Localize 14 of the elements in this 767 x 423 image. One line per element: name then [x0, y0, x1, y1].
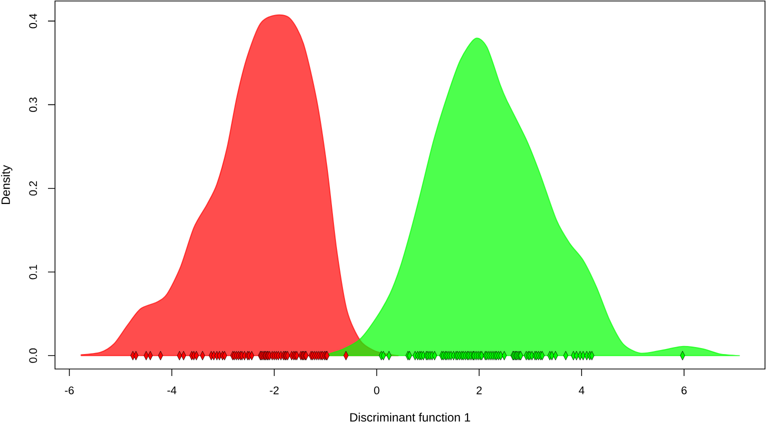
y-tick-label: 0.4	[29, 14, 37, 28]
x-axis-title: Discriminant function 1	[350, 412, 470, 422]
x-tick-label: 4	[578, 386, 584, 394]
y-tick-label: 0.3	[29, 98, 37, 112]
x-tick-label: -4	[167, 386, 176, 394]
x-tick-label: 0	[374, 386, 380, 394]
x-tick-label: 2	[476, 386, 482, 394]
y-tick-label: 0.2	[29, 181, 37, 196]
y-tick-label: 0.0	[29, 348, 37, 363]
y-axis-title: Density	[1, 165, 12, 204]
y-tick-label: 0.1	[29, 264, 37, 280]
x-tick-label: -2	[270, 386, 279, 394]
x-tick-label: -6	[64, 386, 74, 394]
x-tick-label: 6	[682, 386, 687, 394]
